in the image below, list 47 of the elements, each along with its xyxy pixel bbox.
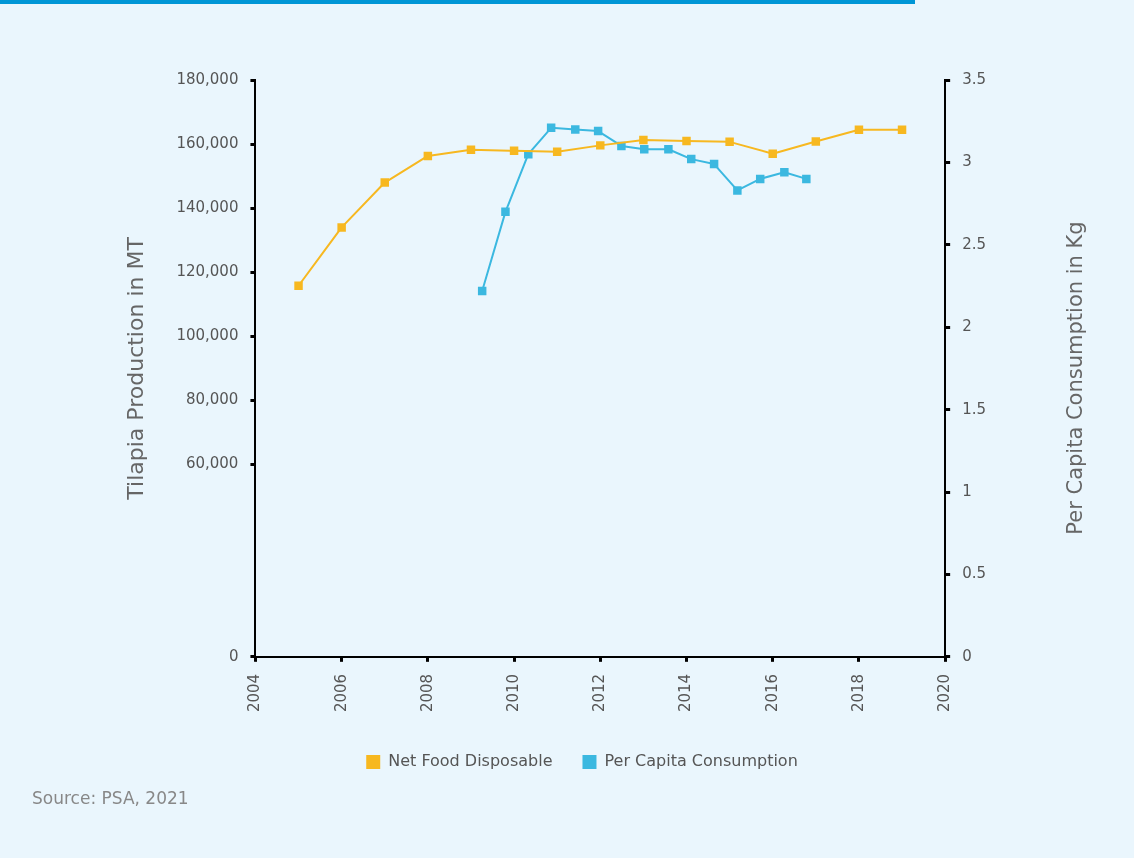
y-axis-title: Tilapia Production in MT [122, 236, 148, 501]
x-tick-label: 2014 [676, 673, 695, 713]
y-tick-label: 60,000 [185, 454, 239, 473]
point [854, 125, 864, 134]
point [897, 125, 907, 134]
source-note: Source: PSA, 2021 [32, 788, 189, 808]
point [380, 178, 389, 187]
point [596, 141, 605, 150]
y2-tick-label: 1 [962, 481, 972, 500]
y2-tick-label: 1.5 [962, 399, 986, 418]
y2-tick-label: 2 [962, 317, 972, 336]
x-tick-label: 2020 [935, 673, 954, 713]
legend-label: Net Food Disposable [388, 751, 553, 771]
point [294, 281, 303, 290]
y-tick-label: 100,000 [176, 326, 239, 345]
x-tick-label: 2010 [503, 673, 522, 713]
point [337, 223, 346, 232]
y2-axis-title: Per Capita Consumption in Kg [1063, 221, 1087, 535]
point [780, 168, 789, 177]
y-tick-label: 80,000 [185, 390, 239, 409]
y-tick-label: 140,000 [176, 198, 239, 217]
y2-tick-label: 0 [962, 646, 972, 665]
point [802, 174, 811, 184]
y-tick-label: 0 [228, 646, 239, 665]
y2-tick-label: 3 [962, 152, 972, 171]
x-tick-label: 2018 [848, 673, 867, 713]
y2-tick-label: 0.5 [962, 564, 986, 583]
point [768, 149, 777, 158]
y-tick-label: 160,000 [176, 133, 239, 152]
x-tick-label: 2012 [590, 673, 609, 713]
point [571, 125, 580, 134]
point [501, 207, 510, 217]
x-tick-label: 2006 [331, 673, 350, 713]
point [639, 135, 648, 145]
y-tick-label: 180,000 [176, 69, 239, 88]
point [664, 144, 673, 154]
legend-label: Per Capita Consumption [604, 751, 798, 771]
point [725, 137, 734, 147]
point [733, 186, 742, 195]
x-tick-label: 2008 [417, 673, 436, 713]
y2-tick-label: 3.5 [962, 69, 986, 88]
x-tick-label: 2004 [245, 673, 264, 713]
point [811, 137, 821, 146]
x-tick-label: 2016 [762, 673, 781, 713]
y-tick-label: 120,000 [176, 262, 239, 281]
y2-tick-label: 2.5 [962, 234, 986, 253]
point [682, 136, 691, 146]
